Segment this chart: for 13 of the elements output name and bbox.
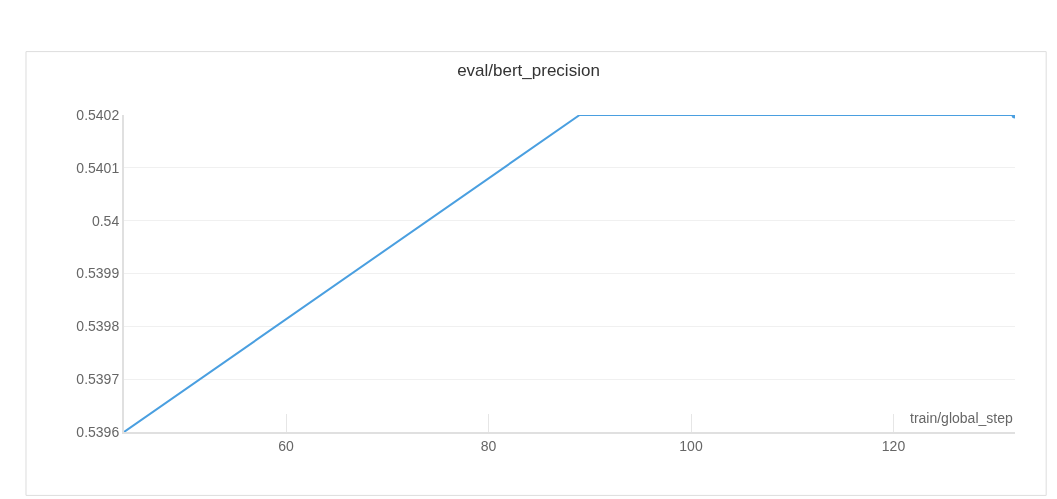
y-tick-label: 0.5402 (76, 106, 120, 123)
x-tick-label: 120 (881, 437, 906, 454)
y-tick-label: 0.5396 (76, 423, 120, 440)
y-tick-label: 0.54 (91, 212, 120, 229)
x-tick-label: 80 (480, 437, 497, 454)
y-tick-label: 0.5399 (76, 265, 120, 282)
x-tick-label: 60 (278, 437, 294, 454)
y-tick-label: 0.5397 (76, 371, 120, 388)
x-axis-title: train/global_step (910, 410, 1013, 426)
y-tick-label: 0.5398 (76, 318, 120, 335)
chart-title: eval/bert_precision (457, 60, 600, 80)
x-tick-label: 100 (679, 437, 703, 454)
y-tick-label: 0.5401 (76, 159, 120, 176)
